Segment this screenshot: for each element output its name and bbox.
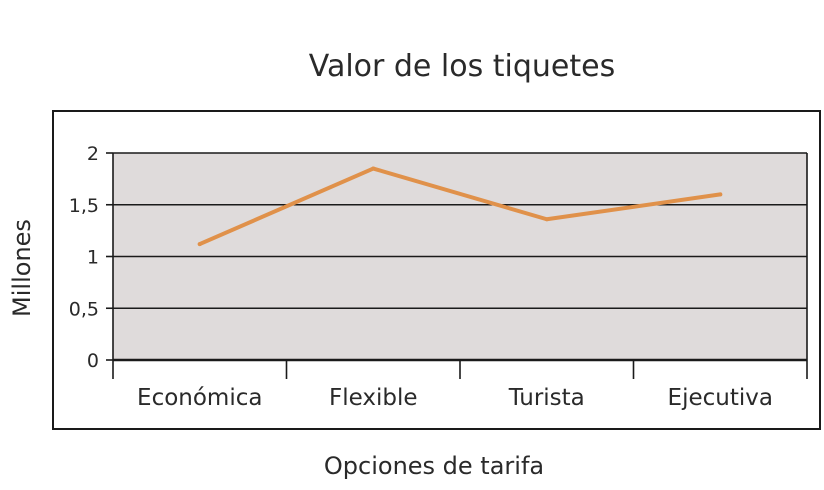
series-line: [197, 166, 723, 247]
y-axis-title: Millones: [8, 219, 36, 317]
x-axis-title: Opciones de tarifa: [324, 452, 544, 480]
x-tick-label: Ejecutiva: [668, 385, 773, 411]
x-tick-label: Flexible: [329, 385, 418, 411]
y-tick-label: 0: [87, 350, 99, 372]
data-point: [197, 242, 202, 247]
data-point: [718, 192, 723, 197]
y-tick-label: 0,5: [69, 298, 99, 320]
chart-frame: [52, 110, 821, 430]
chart-title: Valor de los tiquetes: [309, 49, 616, 84]
y-tick-label: 2: [87, 143, 99, 165]
y-axis-ticks: 0 0,5 1 1,5 2: [69, 143, 113, 372]
grid-lines: [112, 152, 808, 362]
y-tick-label: 1: [87, 247, 99, 269]
x-axis-ticks: Económica Flexible Turista Ejecutiva: [112, 360, 808, 411]
series-layer: [197, 166, 723, 247]
data-point: [371, 166, 376, 171]
data-point: [544, 217, 549, 222]
y-tick-label: 1,5: [69, 195, 99, 217]
x-tick-label: Económica: [137, 385, 262, 411]
x-tick-label: Turista: [508, 385, 585, 411]
